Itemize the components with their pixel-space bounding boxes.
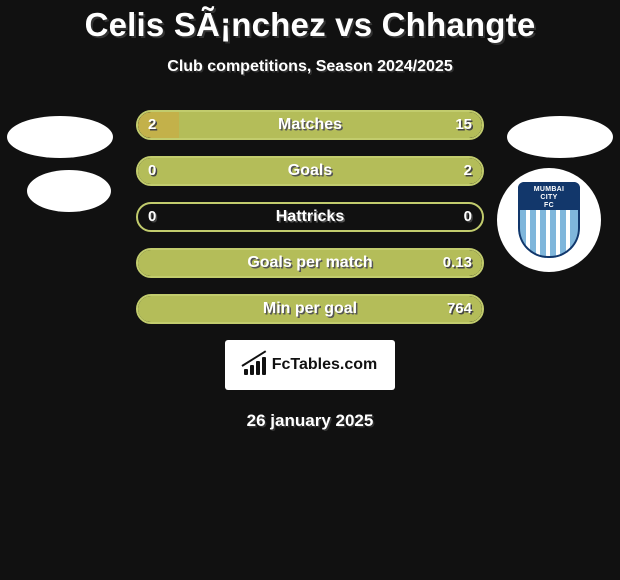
stat-value-right: 15: [455, 110, 472, 140]
stat-fill-right: [138, 158, 482, 184]
comparison-title: Celis SÃ¡nchez vs Chhangte: [0, 6, 620, 44]
stat-bar: [136, 110, 484, 140]
stat-value-right: 0.13: [443, 248, 472, 278]
stat-bar: [136, 248, 484, 278]
stat-value-left: 0: [148, 202, 156, 232]
snapshot-date: 26 january 2025: [0, 411, 620, 431]
stat-bar: [136, 294, 484, 324]
stat-fill-right: [138, 296, 482, 322]
player2-avatar: [507, 116, 613, 158]
stat-value-right: 764: [447, 294, 472, 324]
comparison-subtitle: Club competitions, Season 2024/2025: [0, 58, 620, 76]
stat-fill-right: [138, 250, 482, 276]
fctables-logo[interactable]: FcTables.com: [225, 340, 395, 390]
mumbai-city-crest: MUMBAICITYFC: [518, 182, 580, 258]
stat-bar: [136, 156, 484, 186]
player1-club-badge: [27, 170, 111, 212]
stat-row: Min per goal764: [0, 294, 620, 324]
stat-value-left: 2: [148, 110, 156, 140]
player2-club-badge: MUMBAICITYFC: [497, 168, 601, 272]
stat-fill-right: [179, 112, 482, 138]
stat-value-right: 2: [464, 156, 472, 186]
logo-text: FcTables.com: [272, 356, 378, 374]
chart-icon: [243, 355, 267, 375]
stat-value-right: 0: [464, 202, 472, 232]
stat-value-left: 0: [148, 156, 156, 186]
stat-bar: [136, 202, 484, 232]
stat-fill-left: [138, 112, 179, 138]
player1-avatar: [7, 116, 113, 158]
